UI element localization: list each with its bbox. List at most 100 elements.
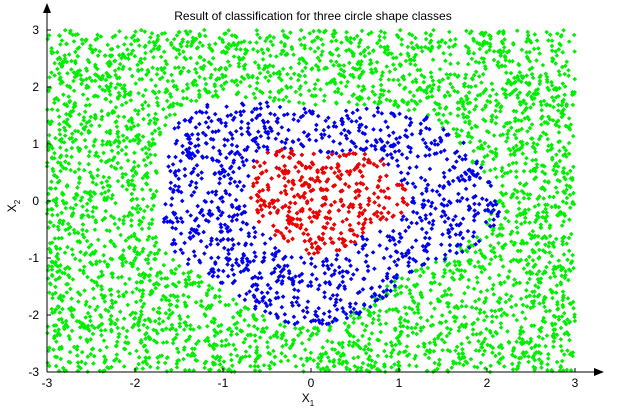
data-point-outer <box>433 342 438 348</box>
data-point-outer <box>443 119 449 124</box>
data-point-outer <box>400 323 406 329</box>
data-point-outer <box>136 355 142 360</box>
data-point-outer <box>428 38 434 44</box>
data-point-middle <box>225 113 230 119</box>
data-point-outer <box>514 317 520 323</box>
data-point-outer <box>465 284 471 290</box>
data-point-outer <box>283 342 289 347</box>
data-point-outer <box>202 360 208 366</box>
data-point-outer <box>436 298 441 304</box>
data-point-outer <box>178 41 183 47</box>
data-point-outer <box>383 341 389 347</box>
data-point-middle <box>389 279 394 284</box>
data-point-outer <box>447 349 453 354</box>
data-point-middle <box>356 250 361 255</box>
data-point-outer <box>99 273 104 279</box>
data-point-outer <box>332 347 338 352</box>
data-point-outer <box>351 340 357 345</box>
data-point-outer <box>187 334 193 339</box>
data-point-outer <box>431 348 437 354</box>
data-point-middle <box>300 308 306 314</box>
data-point-outer <box>155 100 160 105</box>
data-point-outer <box>63 318 69 324</box>
data-point-middle <box>323 118 329 124</box>
data-point-outer <box>439 313 445 318</box>
data-point-outer <box>375 353 381 359</box>
data-point-outer <box>562 213 568 219</box>
data-point-outer <box>524 80 529 86</box>
data-point-outer <box>100 217 105 223</box>
data-point-outer <box>488 363 494 369</box>
data-point-middle <box>215 241 221 247</box>
data-point-outer <box>492 150 498 156</box>
data-point-outer <box>254 345 260 350</box>
data-point-outer <box>103 96 108 102</box>
data-point-outer <box>545 85 550 91</box>
data-point-outer <box>75 368 81 374</box>
data-point-outer <box>119 102 125 108</box>
data-point-outer <box>425 46 431 51</box>
data-point-outer <box>219 72 225 77</box>
data-point-outer <box>236 40 242 46</box>
data-point-outer <box>175 298 180 304</box>
data-point-outer <box>346 99 352 105</box>
data-point-outer <box>556 130 562 135</box>
data-point-outer <box>123 259 129 265</box>
data-point-middle <box>371 113 377 119</box>
data-point-outer <box>174 346 180 351</box>
data-point-outer <box>61 92 66 97</box>
data-point-outer <box>57 127 62 133</box>
data-point-middle <box>453 232 459 237</box>
data-point-outer <box>195 45 201 50</box>
data-point-outer <box>75 185 80 190</box>
data-point-outer <box>185 39 191 45</box>
data-point-outer <box>171 337 176 343</box>
data-point-outer <box>113 138 119 143</box>
data-point-outer <box>102 215 107 221</box>
data-point-outer <box>113 166 119 172</box>
data-point-outer <box>566 151 572 157</box>
data-point-outer <box>194 82 199 88</box>
data-point-outer <box>155 66 160 72</box>
data-point-outer <box>133 310 138 316</box>
data-point-outer <box>45 36 51 42</box>
data-point-middle <box>234 143 240 149</box>
data-point-outer <box>410 298 416 304</box>
data-point-outer <box>467 109 472 115</box>
data-point-middle <box>340 148 345 153</box>
data-point-outer <box>224 44 229 50</box>
data-point-outer <box>75 360 81 365</box>
data-point-outer <box>298 83 303 89</box>
data-point-middle <box>403 115 409 120</box>
data-point-outer <box>198 303 204 308</box>
data-point-outer <box>399 37 404 42</box>
data-point-outer <box>488 343 493 349</box>
data-point-outer <box>193 341 199 347</box>
data-point-outer <box>351 51 356 57</box>
data-point-outer <box>197 40 203 46</box>
data-point-outer <box>359 28 365 34</box>
data-point-middle <box>384 152 390 158</box>
data-point-outer <box>511 313 516 318</box>
data-point-outer <box>325 338 330 344</box>
data-point-outer <box>163 297 169 303</box>
data-point-outer <box>510 192 516 198</box>
data-point-outer <box>371 310 377 316</box>
data-point-outer <box>333 100 339 105</box>
data-point-outer <box>197 33 203 39</box>
data-point-outer <box>75 54 81 59</box>
data-point-outer <box>364 368 370 373</box>
data-point-outer <box>551 270 556 276</box>
data-point-outer <box>193 98 199 104</box>
data-point-outer <box>482 118 488 124</box>
data-point-outer <box>98 34 104 39</box>
data-point-outer <box>271 71 277 76</box>
data-point-outer <box>484 234 489 240</box>
data-point-outer <box>487 217 492 222</box>
data-point-outer <box>62 159 68 164</box>
data-point-outer <box>357 314 363 320</box>
data-point-outer <box>98 314 104 320</box>
data-point-outer <box>540 209 546 215</box>
data-point-outer <box>418 328 424 333</box>
